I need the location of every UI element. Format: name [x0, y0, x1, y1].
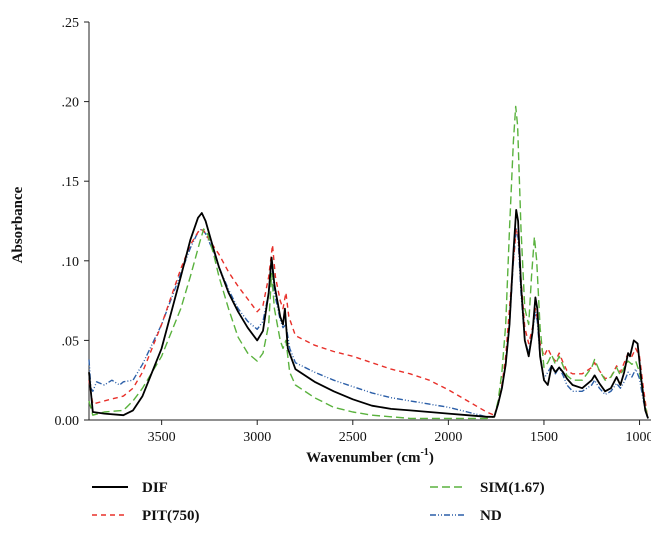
- legend: DIF PIT(750) SIM(1.67) ND: [92, 480, 545, 524]
- plot-area: 0.00 .05 .10 .15 .20 .25 3500 3000 2500 2000 1500…: [55, 16, 651, 445]
- y-tick-label: .20: [62, 96, 80, 111]
- y-tick-label: .10: [62, 255, 80, 270]
- y-ticks: 0.00 .05 .10 .15 .20 .25: [55, 16, 89, 429]
- series-line-nd: [88, 228, 648, 418]
- y-axis-title: Absorbance: [10, 186, 26, 263]
- x-axis-title: Wavenumber (cm-1): [306, 447, 434, 466]
- series-line-pit-750: [88, 228, 648, 416]
- x-tick-label: 3500: [148, 430, 176, 445]
- y-tick-label: .25: [62, 16, 80, 31]
- y-tick-label: 0.00: [55, 414, 80, 429]
- x-axis-title-superscript: -1: [420, 447, 428, 458]
- series-group: [88, 105, 649, 420]
- x-axis-title-main: Wavenumber (cm: [306, 450, 421, 466]
- x-tick-label: 2000: [434, 430, 462, 445]
- x-tick-label: 2500: [339, 430, 367, 445]
- x-tick-label: 1500: [530, 430, 558, 445]
- x-tick-label: 3000: [243, 430, 271, 445]
- series-line-dif: [88, 209, 649, 419]
- x-axis-title-close: ): [429, 450, 434, 466]
- x-tick-label: 1000: [626, 430, 651, 445]
- legend-label: PIT(750): [142, 508, 200, 524]
- y-tick-label: .05: [62, 334, 80, 349]
- legend-label: SIM(1.67): [480, 480, 545, 496]
- legend-label: ND: [480, 508, 502, 524]
- legend-label: DIF: [142, 480, 168, 496]
- x-ticks: 3500 3000 2500 2000 1500 1000: [148, 420, 651, 445]
- y-tick-label: .15: [62, 175, 80, 190]
